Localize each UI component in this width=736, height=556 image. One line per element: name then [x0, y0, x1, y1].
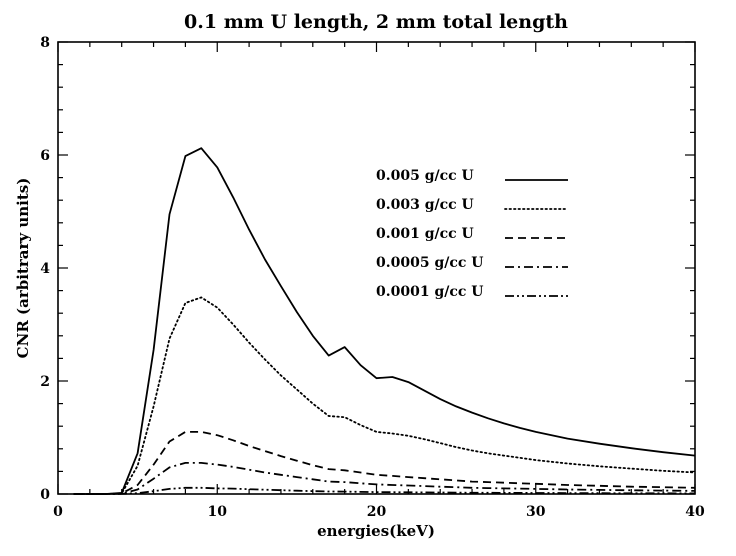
legend-label-2: 0.003 g/cc U — [376, 197, 474, 213]
x-axis-label: energies(keV) — [317, 522, 435, 540]
y-tick-label: 6 — [40, 148, 50, 164]
legend: 0.005 g/cc U 0.003 g/cc U 0.001 g/cc U 0.00… — [376, 168, 569, 300]
y-tick-label: 8 — [40, 35, 50, 51]
x-tick-label: 20 — [367, 504, 387, 520]
series-group — [73, 147, 696, 495]
y-axis-label: CNR (arbitrary units) — [14, 178, 32, 359]
x-tick-label: 30 — [526, 504, 546, 520]
legend-label-5: 0.0001 g/cc U — [376, 284, 484, 300]
series-line-2 — [73, 296, 696, 495]
x-tick-label: 0 — [53, 504, 63, 520]
tick-labels: 0 10 20 30 40 0 2 4 6 8 — [40, 35, 705, 520]
legend-label-1: 0.005 g/cc U — [376, 168, 474, 184]
series-line-4 — [73, 461, 696, 495]
y-tick-label: 4 — [40, 261, 50, 277]
x-tick-label: 40 — [685, 504, 705, 520]
series-line-3 — [73, 430, 696, 495]
series-line-1 — [73, 147, 696, 495]
x-tick-label: 10 — [208, 504, 228, 520]
y-tick-label: 0 — [40, 487, 50, 503]
legend-label-3: 0.001 g/cc U — [376, 226, 474, 242]
axis-ticks — [57, 41, 696, 495]
chart-title: 0.1 mm U length, 2 mm total length — [184, 11, 568, 33]
y-tick-label: 2 — [40, 374, 50, 390]
series-line-5 — [73, 486, 696, 495]
legend-label-4: 0.0005 g/cc U — [376, 255, 484, 271]
